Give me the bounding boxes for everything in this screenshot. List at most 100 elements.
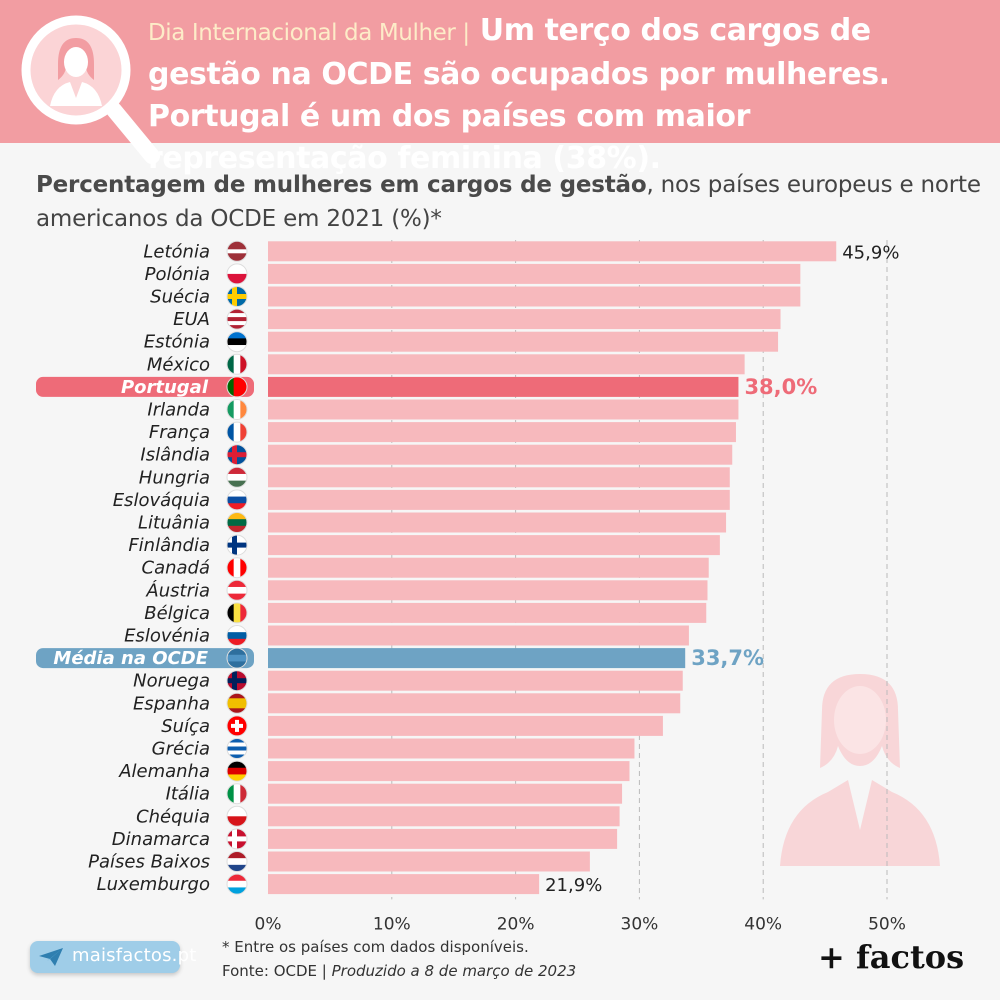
x-tick-label: 40% [744, 914, 782, 934]
data-label: 45,9% [842, 242, 899, 263]
category-label: Portugal [121, 377, 209, 398]
category-label: Finlândia [128, 535, 210, 556]
headline: Dia Internacional da Mulher | Um terço d… [148, 10, 988, 180]
bar [268, 309, 781, 330]
flag-border [226, 602, 248, 624]
estonia-flag-icon [227, 331, 247, 352]
bar [268, 444, 733, 465]
footnote-source: Fonte: OCDE | Produzido a 8 de março de … [222, 959, 576, 983]
slovakia-flag-icon [227, 489, 247, 510]
category-label: Grécia [152, 739, 210, 760]
category-label: Espanha [133, 693, 210, 714]
bar [268, 715, 663, 736]
flag-border [226, 421, 248, 443]
latvia-flag-icon [227, 241, 247, 262]
bar [268, 851, 590, 872]
bar [268, 693, 681, 714]
bar [268, 331, 779, 352]
footnote: * Entre os países com dados disponíveis.… [222, 935, 576, 983]
subtitle-bold: Percentagem de mulheres em cargos de ges… [36, 172, 647, 198]
category-label: Hungria [139, 467, 210, 488]
flag-border [226, 715, 248, 737]
category-label: Chéquia [136, 806, 210, 827]
headline-text: Um terço dos cargos de gestão na OCDE sã… [148, 13, 890, 176]
bar [268, 670, 683, 691]
category-label: Luxemburgo [97, 874, 210, 895]
poland-flag-icon [227, 263, 247, 284]
category-label: Dinamarca [112, 829, 210, 850]
flag-border [226, 376, 248, 398]
flag-border [226, 625, 248, 646]
flag-border [226, 670, 248, 692]
globe-icon [227, 648, 247, 669]
category-label: Lituânia [138, 513, 210, 534]
czechia-flag-icon [227, 806, 247, 827]
category-label: Eslováquia [113, 490, 210, 511]
data-label: 38,0% [744, 375, 817, 399]
footnote-source-label: Fonte: OCDE | [222, 962, 332, 980]
flag-border [226, 263, 248, 285]
bar [268, 535, 720, 556]
footnote-note: * Entre os países com dados disponíveis. [222, 938, 529, 956]
bar [268, 557, 709, 578]
category-label: Áustria [145, 579, 210, 601]
flag-border [226, 579, 248, 601]
switzerland-flag-icon [227, 715, 247, 736]
category-label: Itália [166, 784, 210, 805]
bar [268, 354, 745, 375]
flag-border [226, 466, 248, 488]
lithuania-flag-icon [227, 512, 247, 533]
x-tick-label: 10% [373, 914, 411, 934]
flag-border [226, 331, 248, 353]
x-tick-label: 50% [868, 914, 906, 934]
bar [268, 828, 618, 849]
chart-subtitle: Percentagem de mulheres em cargos de ges… [36, 168, 986, 236]
x-tick-label: 30% [621, 914, 659, 934]
flag-border [226, 240, 248, 262]
bar [268, 602, 707, 623]
flag-border [226, 286, 248, 307]
denmark-flag-icon [227, 828, 247, 849]
hungary-flag-icon [227, 467, 247, 488]
flag-border [226, 444, 248, 466]
category-label: Letónia [143, 241, 210, 262]
germany-flag-icon [227, 761, 247, 782]
headline-kicker: Dia Internacional da Mulher | [148, 20, 470, 46]
flag-border [226, 512, 248, 533]
data-label: 33,7% [691, 646, 764, 670]
category-label: França [149, 422, 210, 443]
belgium-flag-icon [227, 602, 247, 623]
bar [268, 625, 689, 646]
france-flag-icon [227, 422, 247, 443]
usa-flag-icon [227, 309, 247, 330]
category-label: Alemanha [118, 761, 210, 782]
footnote-produced: Produzido a 8 de março de 2023 [331, 962, 577, 980]
category-label: Noruega [133, 671, 210, 692]
category-label: Irlanda [147, 400, 210, 421]
site-link[interactable]: maisfactos.pt [30, 941, 196, 973]
category-label: Canadá [142, 558, 211, 579]
bar [268, 512, 727, 533]
bar [268, 806, 620, 827]
bar [268, 738, 635, 759]
category-label: EUA [173, 309, 210, 330]
spain-flag-icon [227, 693, 247, 714]
flag-border [226, 873, 248, 895]
bar [268, 263, 801, 284]
header-banner: Dia Internacional da Mulher | Um terço d… [0, 0, 1000, 176]
canada-flag-icon [227, 557, 247, 578]
bar [268, 580, 708, 601]
bar [268, 422, 736, 443]
flag-border [226, 760, 248, 782]
data-label: 21,9% [545, 875, 602, 896]
bar [268, 648, 686, 669]
flag-border [226, 534, 248, 556]
x-tick-label: 20% [497, 914, 535, 934]
austria-flag-icon [227, 580, 247, 601]
category-label: Polónia [145, 264, 210, 285]
flag-border [226, 647, 248, 669]
x-tick-label: 0% [255, 914, 282, 934]
flag-border [226, 489, 248, 511]
norway-flag-icon [227, 670, 247, 691]
